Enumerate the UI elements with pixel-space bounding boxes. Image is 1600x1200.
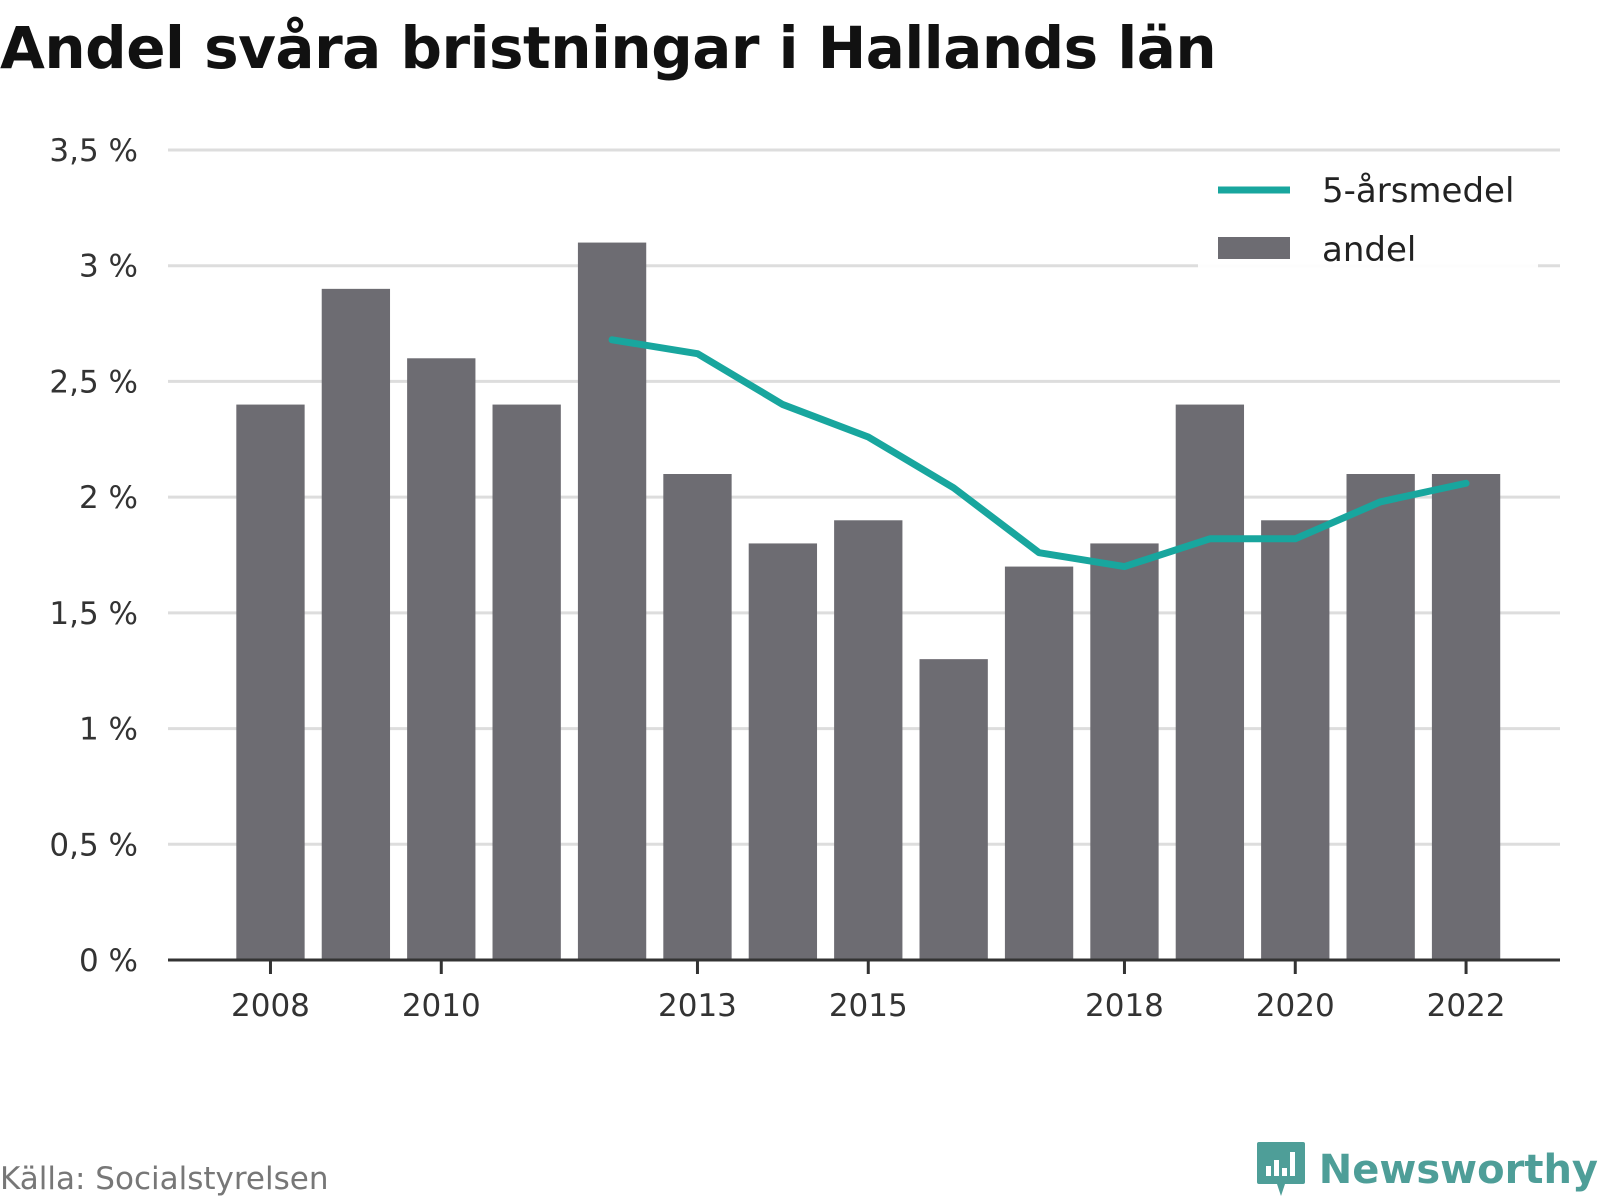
- x-tick-label: 2015: [829, 988, 908, 1024]
- bar-2014: [748, 543, 818, 960]
- x-tick-label: 2022: [1427, 988, 1506, 1024]
- newsworthy-icon: [1256, 1142, 1305, 1196]
- y-tick-label: 2 %: [79, 480, 138, 516]
- x-tick-label: 2018: [1085, 988, 1164, 1024]
- bar-2010: [407, 358, 476, 960]
- line-5-arsmedel: [608, 336, 1470, 571]
- y-tick-label: 0 %: [79, 943, 138, 979]
- chart-canvas: 0 % 0,5 % 1 % 1,5 % 2 % 2,5 % 3 % 3,5 % 2008 2010…: [49, 133, 1560, 1024]
- x-tick-label: 2020: [1256, 988, 1335, 1024]
- bar-2021: [1346, 474, 1415, 960]
- brand-name: Newsworthy: [1318, 1147, 1598, 1193]
- x-tick-label: 2010: [402, 988, 481, 1024]
- legend-label-andel: andel: [1322, 230, 1416, 270]
- x-tick-label: 2013: [658, 988, 737, 1024]
- brand-logo: Newsworthy: [1255, 1140, 1598, 1200]
- y-tick-label: 2,5 %: [49, 364, 138, 400]
- bar-2016: [919, 659, 988, 960]
- bar-2012: [577, 242, 647, 961]
- y-tick-label: 0,5 %: [49, 827, 138, 863]
- y-tick-label: 3,5 %: [49, 133, 138, 169]
- chart-title: Andel svåra bristningar i Hallands län: [0, 14, 1217, 82]
- bar-2008: [236, 404, 305, 961]
- bar-2018: [1090, 543, 1159, 960]
- y-tick-label: 1,5 %: [49, 596, 138, 632]
- bar-2019: [1175, 404, 1245, 961]
- bar-2022: [1431, 474, 1501, 960]
- x-tick-label: 2008: [231, 988, 310, 1024]
- bar-2020: [1261, 520, 1330, 960]
- bar-2013: [663, 474, 732, 960]
- line-series: [608, 336, 1470, 571]
- bar-2015: [834, 520, 903, 960]
- legend-bar-swatch: [1218, 237, 1290, 259]
- source-note: Källa: Socialstyrelsen: [0, 1161, 329, 1197]
- bar-2009: [321, 288, 391, 960]
- axes: 0 % 0,5 % 1 % 1,5 % 2 % 2,5 % 3 % 3,5 % 2008 2010…: [49, 133, 1560, 1024]
- bar-2017: [1004, 566, 1074, 960]
- bar-2011: [492, 404, 561, 961]
- y-tick-label: 3 %: [79, 249, 138, 285]
- bar-series: [236, 242, 1501, 961]
- legend: 5-årsmedel andel: [1198, 168, 1538, 270]
- legend-label-5-arsmedel: 5-årsmedel: [1322, 171, 1514, 211]
- y-tick-label: 1 %: [79, 712, 138, 748]
